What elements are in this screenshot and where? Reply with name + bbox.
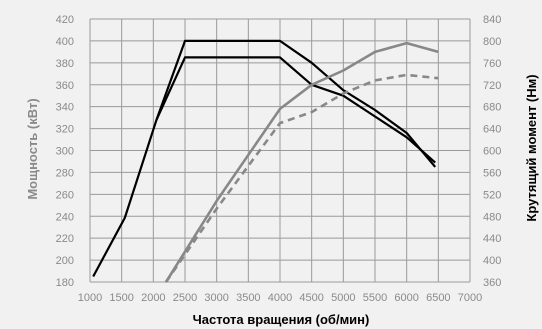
right-y-axis-title: Крутящий момент (Нм) xyxy=(524,74,539,221)
left-y-tick-label: 360 xyxy=(56,80,74,92)
right-y-tick-label: 520 xyxy=(483,189,501,201)
series-line-3 xyxy=(164,41,439,283)
left-y-tick-label: 300 xyxy=(56,146,74,158)
series-line-4 xyxy=(164,73,439,283)
series-line-2 xyxy=(155,56,436,164)
series-line-1 xyxy=(92,39,437,278)
left-y-tick-label: 240 xyxy=(56,211,74,223)
left-y-tick-label: 200 xyxy=(56,255,74,267)
x-tick-label: 6500 xyxy=(426,292,450,304)
left-y-tick-label: 180 xyxy=(56,277,74,289)
right-y-tick-label: 680 xyxy=(483,102,501,114)
right-y-axis-ticks: 360 400 440 480 520 560 600 640 680 720 760 800 840 xyxy=(483,14,501,289)
left-y-tick-label: 320 xyxy=(56,124,74,136)
left-y-tick-label: 260 xyxy=(56,189,74,201)
right-y-tick-label: 720 xyxy=(483,80,501,92)
left-y-tick-label: 220 xyxy=(56,233,74,245)
left-y-axis-title: Мощность (кВт) xyxy=(25,98,40,199)
x-tick-label: 1000 xyxy=(78,292,102,304)
right-y-tick-label: 600 xyxy=(483,146,501,158)
x-tick-label: 1500 xyxy=(109,292,133,304)
x-tick-label: 5500 xyxy=(363,292,387,304)
x-tick-label: 5000 xyxy=(331,292,355,304)
left-y-tick-label: 280 xyxy=(56,167,74,179)
left-y-axis-ticks: 180 200 220 240 260 280 300 320 340 360 380 400 420 xyxy=(56,14,74,289)
right-y-tick-label: 360 xyxy=(483,277,501,289)
right-y-tick-label: 400 xyxy=(483,255,501,267)
x-tick-label: 4500 xyxy=(299,292,323,304)
right-y-tick-label: 760 xyxy=(483,58,501,70)
x-axis-title: Частота вращения (об/мин) xyxy=(193,312,370,327)
right-y-tick-label: 480 xyxy=(483,211,501,223)
right-y-tick-label: 840 xyxy=(483,14,501,26)
right-y-tick-label: 440 xyxy=(483,233,501,245)
x-tick-label: 3000 xyxy=(204,292,228,304)
x-tick-label: 7000 xyxy=(458,292,482,304)
x-tick-label: 2500 xyxy=(173,292,197,304)
left-y-tick-label: 400 xyxy=(56,36,74,48)
right-y-tick-label: 640 xyxy=(483,124,501,136)
left-y-tick-label: 340 xyxy=(56,102,74,114)
left-y-tick-label: 380 xyxy=(56,58,74,70)
x-tick-label: 4000 xyxy=(268,292,292,304)
right-y-tick-label: 800 xyxy=(483,36,501,48)
x-tick-label: 2000 xyxy=(141,292,165,304)
left-y-tick-label: 420 xyxy=(56,14,74,26)
right-y-tick-label: 560 xyxy=(483,167,501,179)
x-axis-ticks: 1000 1500 2000 2500 3000 3500 4000 4500 5000 5500… xyxy=(78,292,482,304)
series xyxy=(92,39,439,283)
x-tick-label: 3500 xyxy=(236,292,260,304)
x-tick-label: 6000 xyxy=(394,292,418,304)
